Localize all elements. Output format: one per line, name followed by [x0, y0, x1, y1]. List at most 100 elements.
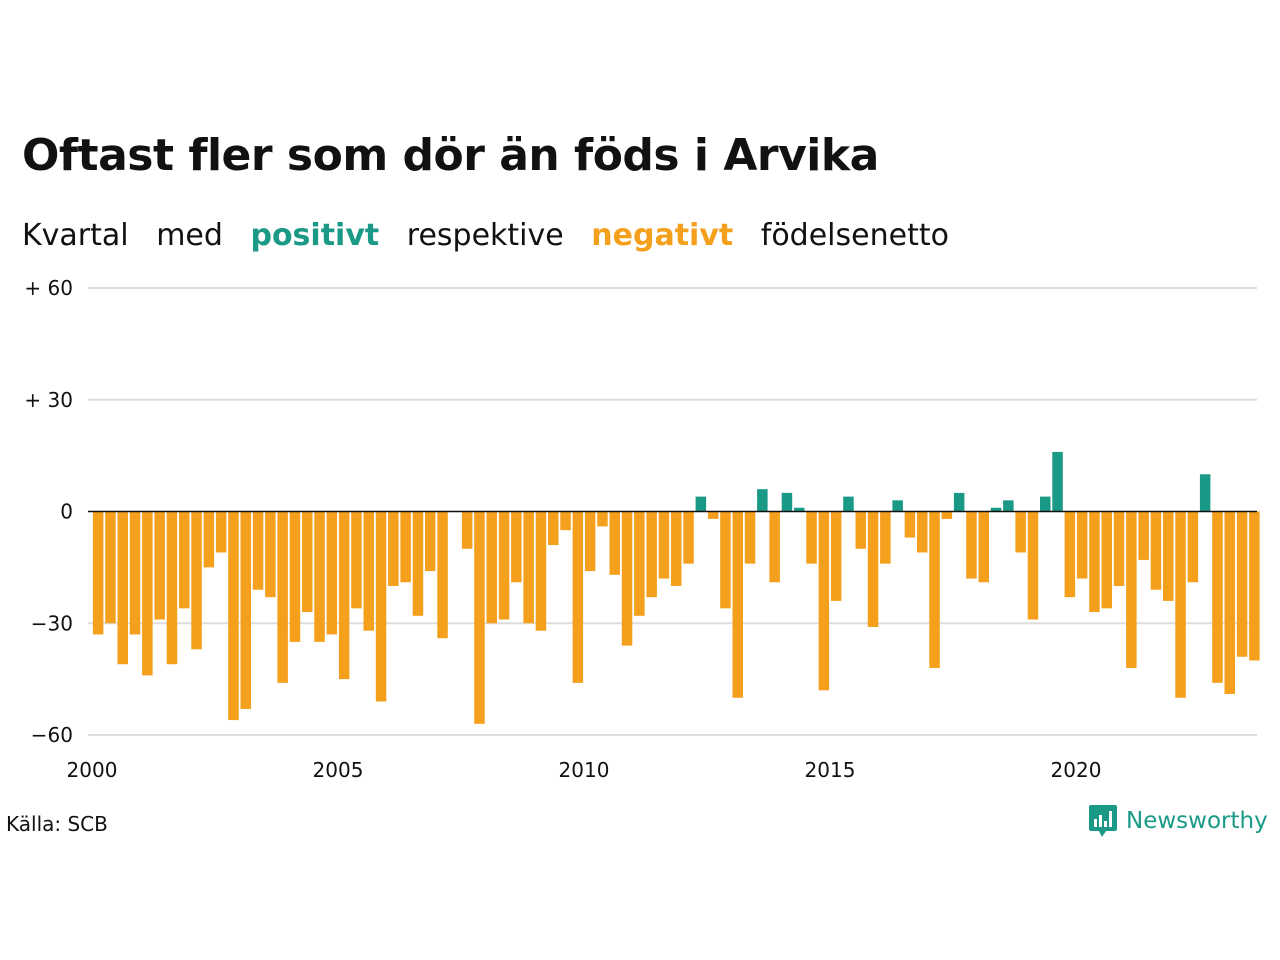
bar-negative: [707, 511, 719, 519]
brand-name: Newsworthy: [1126, 808, 1268, 834]
bar-positive: [794, 507, 805, 512]
bar-negative: [966, 511, 977, 579]
bar-positive: [781, 492, 793, 512]
bar-negative: [425, 511, 436, 572]
bar-negative: [1249, 511, 1260, 661]
y-tick-label: + 60: [24, 276, 73, 300]
legend-negative: negativt: [591, 218, 734, 253]
bar-negative: [191, 511, 202, 650]
bar-negative: [351, 511, 362, 609]
bar-negative: [1138, 511, 1149, 560]
bar-negative: [498, 511, 510, 620]
bar-negative: [535, 511, 547, 631]
bar-negative: [1076, 511, 1088, 579]
bar-negative: [523, 511, 534, 624]
bar-negative: [744, 511, 756, 564]
bar-positive: [953, 492, 965, 512]
bar-negative: [252, 511, 264, 590]
y-tick-label: 0: [60, 500, 73, 524]
bar-negative: [855, 511, 866, 549]
bar-negative: [941, 511, 953, 519]
bar-negative: [289, 511, 301, 642]
bar-negative: [166, 511, 178, 665]
bar-negative: [904, 511, 916, 538]
bar-negative: [830, 511, 842, 601]
bar-negative: [1236, 511, 1248, 657]
bar-positive: [1040, 496, 1051, 512]
x-tick-label: 2020: [1051, 758, 1102, 782]
bar-positive: [990, 507, 1002, 512]
bar-positive: [843, 496, 854, 512]
bar-negative: [228, 511, 239, 721]
bar-negative: [326, 511, 338, 635]
bar-positive: [892, 500, 903, 512]
bar-negative: [597, 511, 608, 527]
bar-negative: [978, 511, 989, 583]
bar-negative: [1224, 511, 1235, 695]
x-tick-label: 2015: [805, 758, 856, 782]
bar-negative: [474, 511, 485, 724]
bar-negative: [1089, 511, 1100, 613]
y-tick-label: + 30: [24, 388, 73, 412]
bar-negative: [215, 511, 227, 553]
bar-negative: [621, 511, 633, 646]
bar-negative: [437, 511, 448, 639]
subtitle-word: respektive: [406, 218, 564, 253]
bar-negative: [1163, 511, 1174, 601]
bar-positive: [1003, 500, 1014, 512]
bar-positive: [695, 496, 707, 512]
bar-negative: [917, 511, 928, 553]
bar-negative: [277, 511, 288, 683]
x-tick-label: 2010: [559, 758, 610, 782]
bar-negative: [572, 511, 584, 683]
bar-negative: [154, 511, 165, 620]
bar-negative: [314, 511, 325, 642]
bar-negative: [1113, 511, 1125, 586]
bar-negative: [1187, 511, 1199, 583]
bar-positive: [1199, 474, 1211, 512]
bar-negative: [142, 511, 153, 676]
bar-negative: [671, 511, 682, 586]
bar-negative: [720, 511, 731, 609]
bar-negative: [203, 511, 215, 568]
bar-negative: [584, 511, 596, 572]
bar-negative: [683, 511, 694, 564]
bar-negative: [265, 511, 276, 598]
bar-negative: [609, 511, 620, 575]
bar-negative: [1064, 511, 1076, 598]
bar-negative: [511, 511, 522, 583]
chart-title: Oftast fler som dör än föds i Arvika: [22, 130, 879, 181]
bar-negative: [548, 511, 559, 546]
newsworthy-logo-icon: [1089, 805, 1117, 837]
bar-negative: [732, 511, 743, 698]
bar-negative: [1212, 511, 1223, 683]
bar-negative: [1175, 511, 1186, 698]
chart-subtitle: Kvartal med positivt respektive negativt…: [22, 218, 967, 253]
subtitle-word: Kvartal: [22, 218, 129, 253]
bar-negative: [880, 511, 891, 564]
bar-negative: [461, 511, 473, 549]
x-tick-label: 2005: [313, 758, 364, 782]
bar-negative: [818, 511, 830, 691]
bar-negative: [1015, 511, 1026, 553]
bar-negative: [634, 511, 645, 616]
y-tick-label: −60: [31, 723, 73, 747]
bar-negative: [105, 511, 116, 624]
bar-negative: [240, 511, 251, 709]
bar-negative: [1027, 511, 1039, 620]
bar-negative: [117, 511, 128, 665]
bar-negative: [1101, 511, 1112, 609]
bar-negative: [302, 511, 313, 613]
bar-negative: [646, 511, 657, 598]
bar-negative: [400, 511, 411, 583]
bar-negative: [867, 511, 879, 627]
source-note: Källa: SCB: [6, 812, 108, 836]
y-tick-label: −30: [31, 611, 73, 635]
bar-positive: [757, 489, 768, 512]
bar-chart: + 60 + 30 0 −30 −60 2000 2005 2010 2015 2020: [24, 276, 1260, 782]
bar-negative: [363, 511, 374, 631]
x-tick-label: 2000: [67, 758, 118, 782]
brand-logo: Newsworthy: [1088, 804, 1268, 838]
bar-negative: [769, 511, 780, 583]
bar-negative: [1126, 511, 1137, 668]
